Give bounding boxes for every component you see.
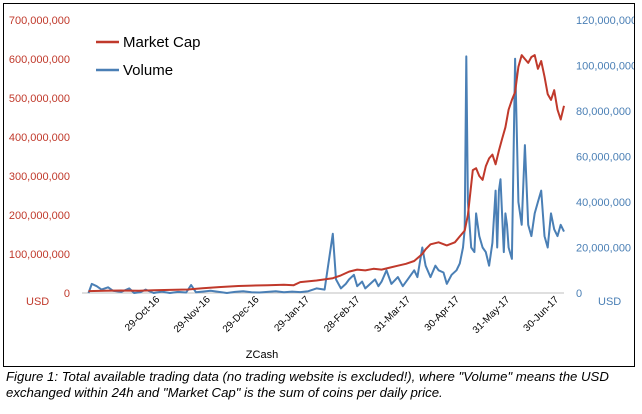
left-tick-label: 500,000,000 [9, 93, 70, 105]
right-tick-label: 80,000,000 [576, 106, 631, 118]
legend-label-volume: Volume [123, 62, 173, 79]
right-tick-label: 0 [576, 288, 582, 300]
x-axis-ticks: 29-Oct-16 29-Nov-16 29-Dec-16 29-Jan-17 28-F… [123, 294, 561, 336]
right-tick-label: 40,000,000 [576, 197, 631, 209]
volume-line [87, 55, 565, 294]
legend: Market Cap Volume [96, 34, 201, 79]
left-axis-unit: USD [26, 296, 49, 308]
x-axis-label: ZCash [246, 349, 278, 361]
left-tick-label: 100,000,000 [9, 249, 70, 261]
right-axis-ticks: 0 20,000,000 40,000,000 60,000,000 80,000,00… [576, 15, 634, 300]
chart-frame: 0 100,000,000 200,000,000 300,000,000 400,00… [3, 3, 635, 367]
series-layer [87, 54, 565, 294]
right-tick-label: 20,000,000 [576, 243, 631, 255]
x-tick-label: 30-Jun-17 [522, 294, 562, 334]
x-tick-label: 29-Oct-16 [123, 294, 163, 334]
x-tick-label: 30-Apr-17 [423, 294, 463, 334]
market-cap-line [88, 54, 565, 293]
x-tick-label: 29-Nov-16 [172, 294, 213, 335]
x-tick-label: 28-Feb-17 [322, 294, 363, 335]
left-tick-label: 0 [64, 288, 70, 300]
x-tick-label: 31-Mar-17 [373, 294, 414, 335]
left-tick-label: 200,000,000 [9, 210, 70, 222]
left-tick-label: 600,000,000 [9, 54, 70, 66]
figure-caption: Figure 1: Total available trading data (… [6, 369, 609, 400]
left-tick-label: 400,000,000 [9, 132, 70, 144]
legend-label-market-cap: Market Cap [123, 34, 201, 51]
left-tick-label: 700,000,000 [9, 15, 70, 27]
right-tick-label: 120,000,000 [576, 15, 634, 27]
left-tick-label: 300,000,000 [9, 171, 70, 183]
chart: 0 100,000,000 200,000,000 300,000,000 400,00… [9, 15, 634, 361]
left-axis-ticks: 0 100,000,000 200,000,000 300,000,000 400,00… [9, 15, 70, 300]
x-tick-label: 31-May-17 [471, 294, 513, 336]
x-tick-label: 29-Jan-17 [272, 294, 312, 334]
x-tick-label: 29-Dec-16 [221, 294, 262, 335]
right-axis-unit: USD [598, 296, 621, 308]
right-tick-label: 60,000,000 [576, 152, 631, 164]
right-tick-label: 100,000,000 [576, 61, 634, 73]
